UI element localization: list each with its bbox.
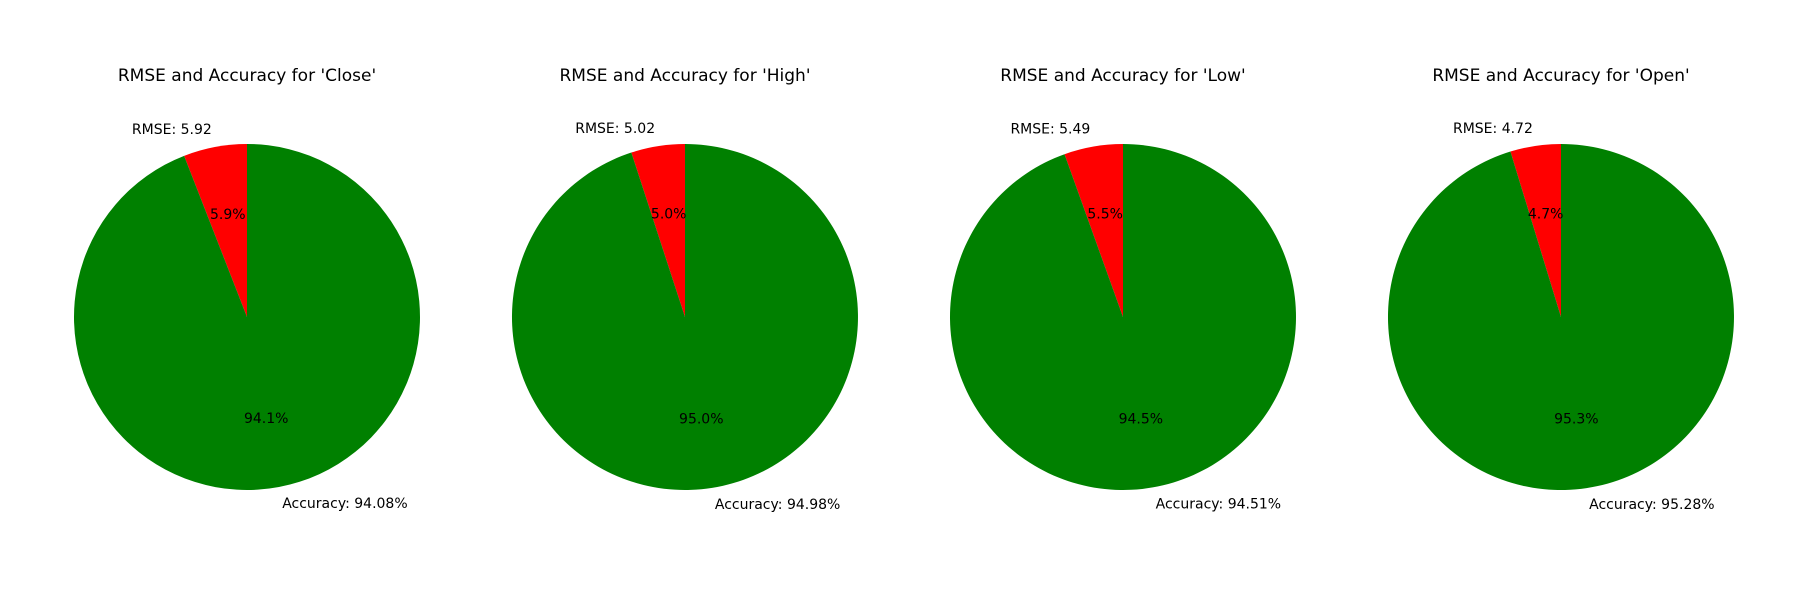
slice-label-rmse: RMSE: 5.02 [575, 121, 655, 137]
chart-title: RMSE and Accuracy for 'Low' [1000, 66, 1245, 86]
slice-label-rmse: RMSE: 5.49 [1010, 122, 1090, 138]
pie-slice-rmse [1510, 144, 1561, 317]
pie-slice-accuracy [73, 144, 420, 490]
pie-slice-rmse [631, 144, 685, 317]
pie-slice-rmse [184, 144, 247, 317]
pie-panel: RMSE and Accuracy for 'Low' 5.5% RMSE: 5.4… [949, 66, 1296, 512]
slice-label-rmse: RMSE: 5.92 [132, 122, 212, 138]
slice-percent-label: 4.7% [1528, 206, 1564, 222]
slice-percent-label: 94.1% [244, 411, 288, 427]
pie-slice-rmse [1064, 144, 1123, 317]
pie-panel: RMSE and Accuracy for 'High' 5.0% RMSE: 5.… [511, 66, 858, 513]
pie-panel: RMSE and Accuracy for 'Close' 5.9% RMSE: 5… [73, 66, 420, 512]
pie-slice-accuracy [511, 144, 858, 490]
slice-label-accuracy: Accuracy: 95.28% [1589, 497, 1714, 513]
chart-panels: RMSE and Accuracy for 'Close' 5.9% RMSE: 5… [73, 66, 1734, 513]
slice-percent-label: 95.3% [1554, 412, 1598, 428]
slice-label-accuracy: Accuracy: 94.08% [282, 496, 407, 512]
slice-percent-label: 95.0% [679, 412, 723, 428]
slice-percent-label: 5.9% [210, 207, 246, 223]
pie-slice-accuracy [949, 144, 1296, 491]
chart-title: RMSE and Accuracy for 'Close' [118, 66, 376, 86]
pie-slice-accuracy [1387, 144, 1734, 490]
chart-title: RMSE and Accuracy for 'Open' [1432, 66, 1689, 86]
slice-percent-label: 94.5% [1119, 411, 1163, 427]
slice-label-accuracy: Accuracy: 94.51% [1156, 496, 1281, 512]
slice-percent-label: 5.5% [1087, 207, 1123, 223]
slice-percent-label: 5.0% [651, 206, 687, 222]
chart-title: RMSE and Accuracy for 'High' [559, 66, 810, 86]
pie-panel: RMSE and Accuracy for 'Open' 4.7% RMSE: 4.… [1387, 66, 1734, 513]
slice-label-accuracy: Accuracy: 94.98% [715, 497, 840, 513]
slice-label-rmse: RMSE: 4.72 [1453, 121, 1533, 137]
